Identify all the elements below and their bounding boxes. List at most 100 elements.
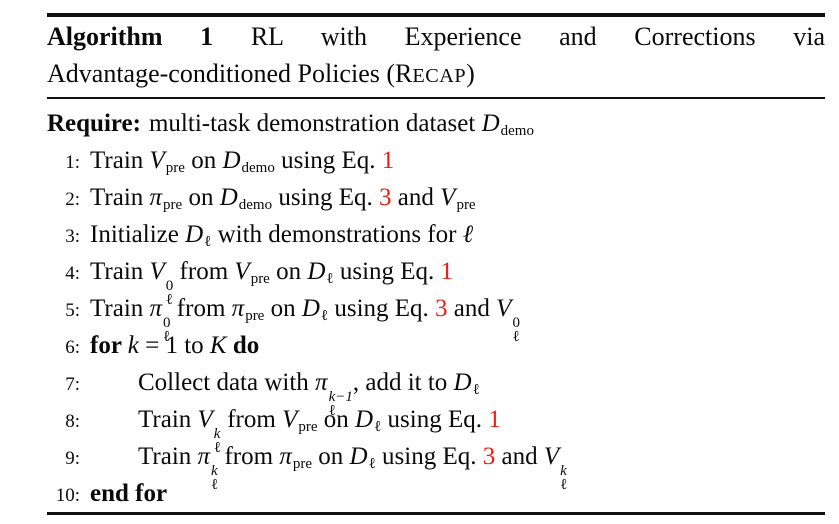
text-token: on <box>312 443 350 470</box>
text-token: using Eq. <box>375 443 483 470</box>
text-token: Train <box>138 406 198 433</box>
math-token: V <box>197 406 213 433</box>
script-d-symbol: D <box>481 110 500 137</box>
text-token: using Eq. <box>272 184 380 211</box>
text-token: multi-task demonstration dataset <box>148 110 482 137</box>
text-token: pre <box>456 197 476 213</box>
text-token: pre <box>245 308 265 324</box>
text-token: pre <box>292 456 313 472</box>
math-token: K <box>209 332 227 359</box>
require-statement: multi-task demonstration dataset Ddemo <box>148 110 534 139</box>
subscript: ℓ <box>560 477 568 493</box>
math-token: ℓ <box>462 221 474 248</box>
math-token: π <box>197 443 211 470</box>
superscript: 0 <box>163 315 171 331</box>
statement: for k = 1 to K do <box>90 332 259 359</box>
text-token: for <box>90 332 128 359</box>
text-token: demo <box>241 160 275 176</box>
script-d-symbol: D <box>301 295 320 322</box>
subscript: ℓ <box>163 329 171 345</box>
bottom-rule <box>47 512 825 515</box>
eq-ref-link[interactable]: 1 <box>381 147 395 174</box>
statement: Collect data with π k−1 ℓ, add it to Dℓ <box>90 369 480 419</box>
text-token: pre <box>250 271 270 287</box>
text-token: ) <box>466 59 475 88</box>
text-token: on <box>182 184 220 211</box>
text-token: and <box>447 295 497 322</box>
text-token: from <box>170 295 232 322</box>
superscript: 0 <box>165 278 174 294</box>
line-number: 9: <box>65 448 80 469</box>
text-token: ℓ <box>320 308 329 324</box>
math-token: V <box>543 443 560 470</box>
text-token: from <box>220 406 283 433</box>
text-token: ℓ <box>368 456 376 472</box>
eq-ref-link[interactable]: 3 <box>435 295 448 322</box>
algorithm-block: Algorithm 1 RL with Experience and Corre… <box>47 13 825 515</box>
subscript: ℓ <box>512 329 520 345</box>
script-d-symbol: D <box>349 443 368 470</box>
math-token: π <box>149 295 163 322</box>
text-token: and <box>495 443 544 470</box>
algorithm-lines: 1: Train Vpre on Ddemo using Eq. 1 2: Train… <box>47 142 825 512</box>
math-token: V <box>282 406 298 433</box>
text-token: Train <box>138 443 198 470</box>
algorithm-body: Require: multi-task demonstration dataset… <box>47 99 825 512</box>
text-token: , add it to <box>352 369 454 396</box>
text-token: demo <box>500 123 534 139</box>
line-number: 5: <box>65 300 80 321</box>
math-token: k <box>127 332 139 359</box>
eq-ref-link[interactable]: 1 <box>488 406 501 433</box>
subscript: ℓ <box>328 403 336 419</box>
text-token: Train <box>90 147 150 174</box>
text-token: = 1 to <box>138 332 210 359</box>
line-number: 7: <box>65 374 80 395</box>
caption-line-2: Advantage-conditioned Policies (RECAP) <box>47 55 825 95</box>
algorithm-line-6: 6: for k = 1 to K do <box>47 327 825 364</box>
eq-ref-link[interactable]: 1 <box>440 258 454 285</box>
text-token: ℓ <box>326 271 334 287</box>
script-d-symbol: D <box>355 406 374 433</box>
math-token: V <box>149 258 165 285</box>
algorithm-line-2: 2: Train πpre on Ddemo using Eq. 3 and Vp… <box>47 179 825 216</box>
subscript: ℓ <box>165 292 173 308</box>
script-d-symbol: D <box>307 258 326 285</box>
script-d-symbol: D <box>222 147 241 174</box>
eq-ref-link[interactable]: 3 <box>379 184 392 211</box>
subscript: ℓ <box>213 440 221 456</box>
algorithm-line-10: 10: end for <box>47 475 825 512</box>
text-token: with demonstrations for <box>211 221 463 248</box>
math-token: V <box>149 147 165 174</box>
text-token: ℓ <box>374 419 382 435</box>
script-d-symbol: D <box>219 184 238 211</box>
line-number: 8: <box>65 411 80 432</box>
text-token: Algorithm 1 <box>47 22 214 51</box>
text-token: from <box>218 443 280 470</box>
statement: Train πpre on Ddemo using Eq. 3 and Vpre <box>90 184 476 213</box>
eq-ref-link[interactable]: 3 <box>482 443 496 470</box>
text-token: RL with Experience and Corrections via <box>213 22 826 51</box>
statement: Initialize Dℓ with demonstrations for ℓ <box>90 221 474 250</box>
superscript: k−1 <box>328 389 353 405</box>
require-label: Require: <box>47 110 141 137</box>
line-number: 1: <box>65 152 80 173</box>
text-token: using Eq. <box>274 147 382 174</box>
text-token: do <box>226 332 260 359</box>
algorithm-line-3: 3: Initialize Dℓ with demonstrations for … <box>47 216 825 253</box>
text-token: ℓ <box>204 234 212 250</box>
text-token: Train <box>90 184 150 211</box>
text-token: end for <box>90 480 168 507</box>
math-token: π <box>231 295 245 322</box>
text-token: using Eq. <box>328 295 436 322</box>
